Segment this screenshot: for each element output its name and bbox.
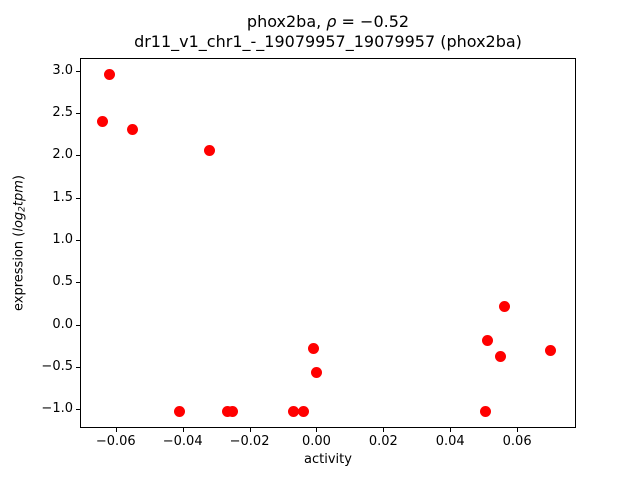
chart-subtitle: dr11_v1_chr1_-_19079957_19079957 (phox2b… bbox=[134, 32, 522, 51]
x-tick-label: 0.06 bbox=[502, 434, 532, 449]
data-point bbox=[297, 405, 309, 417]
data-point bbox=[173, 405, 185, 417]
data-point bbox=[499, 301, 511, 313]
data-point bbox=[96, 116, 108, 127]
ylabel-tpm: tpm bbox=[11, 180, 27, 207]
data-point bbox=[127, 124, 138, 136]
x-tick-mark bbox=[249, 428, 251, 432]
title-gene-text: phox2ba, bbox=[246, 12, 327, 31]
x-tick-mark bbox=[115, 428, 117, 432]
y-axis-label: expression (log2tpm) bbox=[12, 175, 31, 311]
y-tick-label: −1.0 bbox=[41, 401, 73, 417]
x-axis-label: activity bbox=[304, 452, 352, 467]
title-rho-symbol: ρ bbox=[326, 12, 337, 31]
data-point bbox=[307, 342, 319, 354]
y-tick-label: 0.5 bbox=[52, 274, 73, 290]
y-tick-label: 3.0 bbox=[52, 62, 73, 78]
x-tick-mark bbox=[316, 428, 318, 432]
x-tick-mark bbox=[383, 428, 385, 432]
ylabel-log: log bbox=[11, 211, 27, 232]
y-tick-label: 1.0 bbox=[52, 232, 73, 248]
x-tick-mark bbox=[182, 428, 184, 432]
y-tick-label: 0.0 bbox=[52, 316, 73, 332]
y-tick-mark bbox=[76, 70, 80, 72]
data-point bbox=[494, 351, 506, 363]
x-tick-mark bbox=[517, 428, 519, 432]
x-tick-mark bbox=[450, 428, 452, 432]
data-point bbox=[310, 366, 322, 378]
y-tick-mark bbox=[76, 155, 80, 157]
y-tick-label: 2.5 bbox=[52, 105, 73, 121]
x-tick-label: 0.02 bbox=[368, 434, 398, 449]
y-tick-mark bbox=[76, 409, 80, 411]
data-point bbox=[203, 144, 215, 156]
x-tick-label: 0.04 bbox=[435, 434, 465, 449]
title-rho-value: = −0.52 bbox=[336, 12, 410, 31]
data-point bbox=[226, 405, 238, 417]
data-point bbox=[287, 405, 299, 417]
x-tick-label: 0.00 bbox=[301, 434, 331, 449]
data-point bbox=[479, 405, 491, 417]
ylabel-text: expression ( bbox=[11, 231, 27, 311]
y-tick-label: −0.5 bbox=[41, 359, 73, 375]
ylabel-log-subscript: 2 bbox=[17, 206, 28, 212]
x-tick-label: −0.04 bbox=[162, 434, 203, 449]
data-point bbox=[545, 344, 557, 356]
chart-title-block: phox2ba, ρ = −0.52 dr11_v1_chr1_-_190799… bbox=[80, 12, 576, 52]
x-tick-label: −0.02 bbox=[229, 434, 270, 449]
y-tick-mark bbox=[76, 113, 80, 115]
y-tick-mark bbox=[76, 282, 80, 284]
data-point bbox=[481, 335, 493, 347]
y-tick-label: 2.0 bbox=[52, 147, 73, 163]
y-tick-mark bbox=[76, 367, 80, 369]
ylabel-close-paren: ) bbox=[11, 175, 27, 181]
chart-title: phox2ba, ρ = −0.52 bbox=[80, 12, 576, 32]
x-tick-label: −0.06 bbox=[95, 434, 136, 449]
y-tick-mark bbox=[76, 240, 80, 242]
data-point bbox=[103, 69, 115, 81]
y-tick-mark bbox=[76, 197, 80, 199]
y-tick-mark bbox=[76, 324, 80, 326]
plot-area bbox=[80, 58, 576, 428]
y-tick-label: 1.5 bbox=[52, 189, 73, 205]
